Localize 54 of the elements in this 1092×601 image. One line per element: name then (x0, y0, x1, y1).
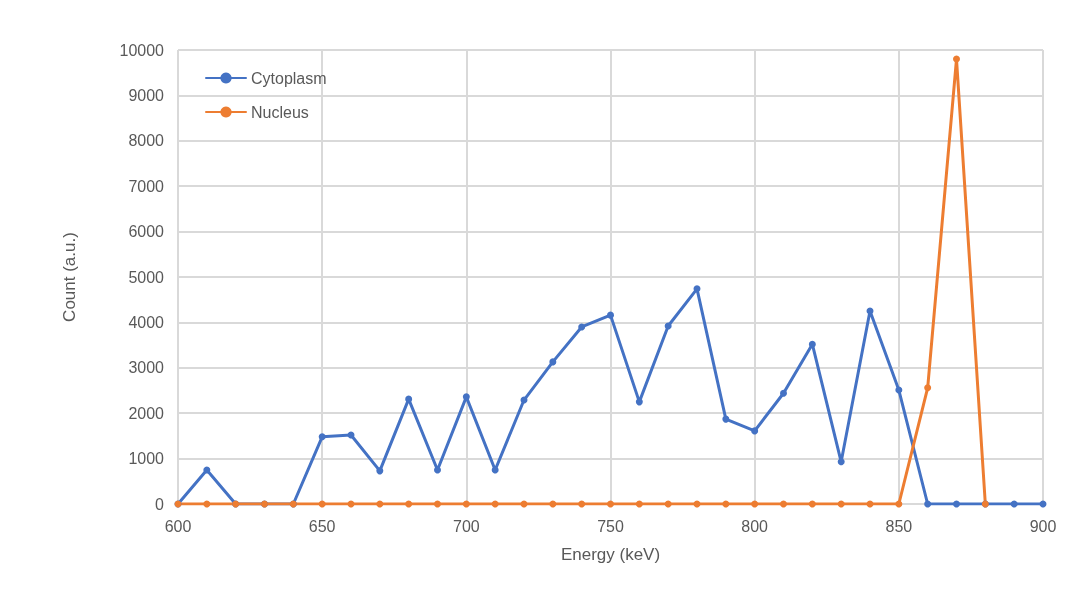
point (318, 433, 326, 441)
point (491, 466, 499, 474)
y-tick-label: 10000 (119, 41, 165, 59)
point (578, 500, 586, 508)
point (578, 323, 586, 331)
y-tick-label: 2000 (128, 404, 165, 422)
point (462, 500, 470, 508)
point (693, 285, 701, 293)
point (607, 311, 614, 319)
x-tick-label: 650 (308, 517, 336, 535)
point (405, 395, 413, 403)
point (607, 500, 614, 508)
point (837, 458, 845, 466)
point (664, 322, 672, 330)
point (722, 415, 730, 423)
point (549, 358, 557, 366)
point (635, 500, 643, 508)
y-axis-title: Count (a.u.) (60, 232, 79, 322)
point (953, 55, 960, 63)
x-tick-label: 600 (164, 517, 192, 535)
point (808, 500, 816, 508)
point (924, 500, 932, 508)
point (462, 393, 470, 401)
x-tick-label: 850 (885, 517, 913, 535)
y-tick-label: 1000 (128, 450, 165, 468)
y-tick-label: 0 (155, 495, 165, 513)
y-tick-label: 8000 (128, 132, 165, 150)
point (751, 427, 759, 435)
y-tick-label: 3000 (128, 359, 165, 377)
point (751, 500, 759, 508)
point (780, 389, 787, 397)
point (203, 466, 211, 474)
x-tick-label: 800 (741, 517, 769, 535)
x-tick-label: 750 (597, 517, 624, 535)
x-axis-title: Energy (keV) (560, 545, 661, 564)
x-tick-label: 700 (452, 517, 480, 535)
point (924, 384, 932, 392)
y-tick-label: 5000 (128, 268, 165, 286)
point (895, 386, 903, 394)
y-tick-label: 6000 (128, 223, 165, 241)
point (405, 500, 413, 508)
y-tick-label: 7000 (128, 177, 165, 195)
x-tick-label: 900 (1029, 517, 1057, 535)
point (635, 398, 643, 406)
point (953, 500, 960, 508)
legend-label: Cytoplasm (251, 69, 327, 87)
point (808, 340, 816, 348)
point (780, 500, 787, 508)
y-tick-label: 4000 (128, 313, 165, 331)
legend-label: Nucleus (251, 103, 309, 121)
point (434, 500, 441, 508)
point (376, 467, 384, 475)
y-tick-label: 9000 (128, 86, 165, 104)
point (434, 466, 441, 474)
